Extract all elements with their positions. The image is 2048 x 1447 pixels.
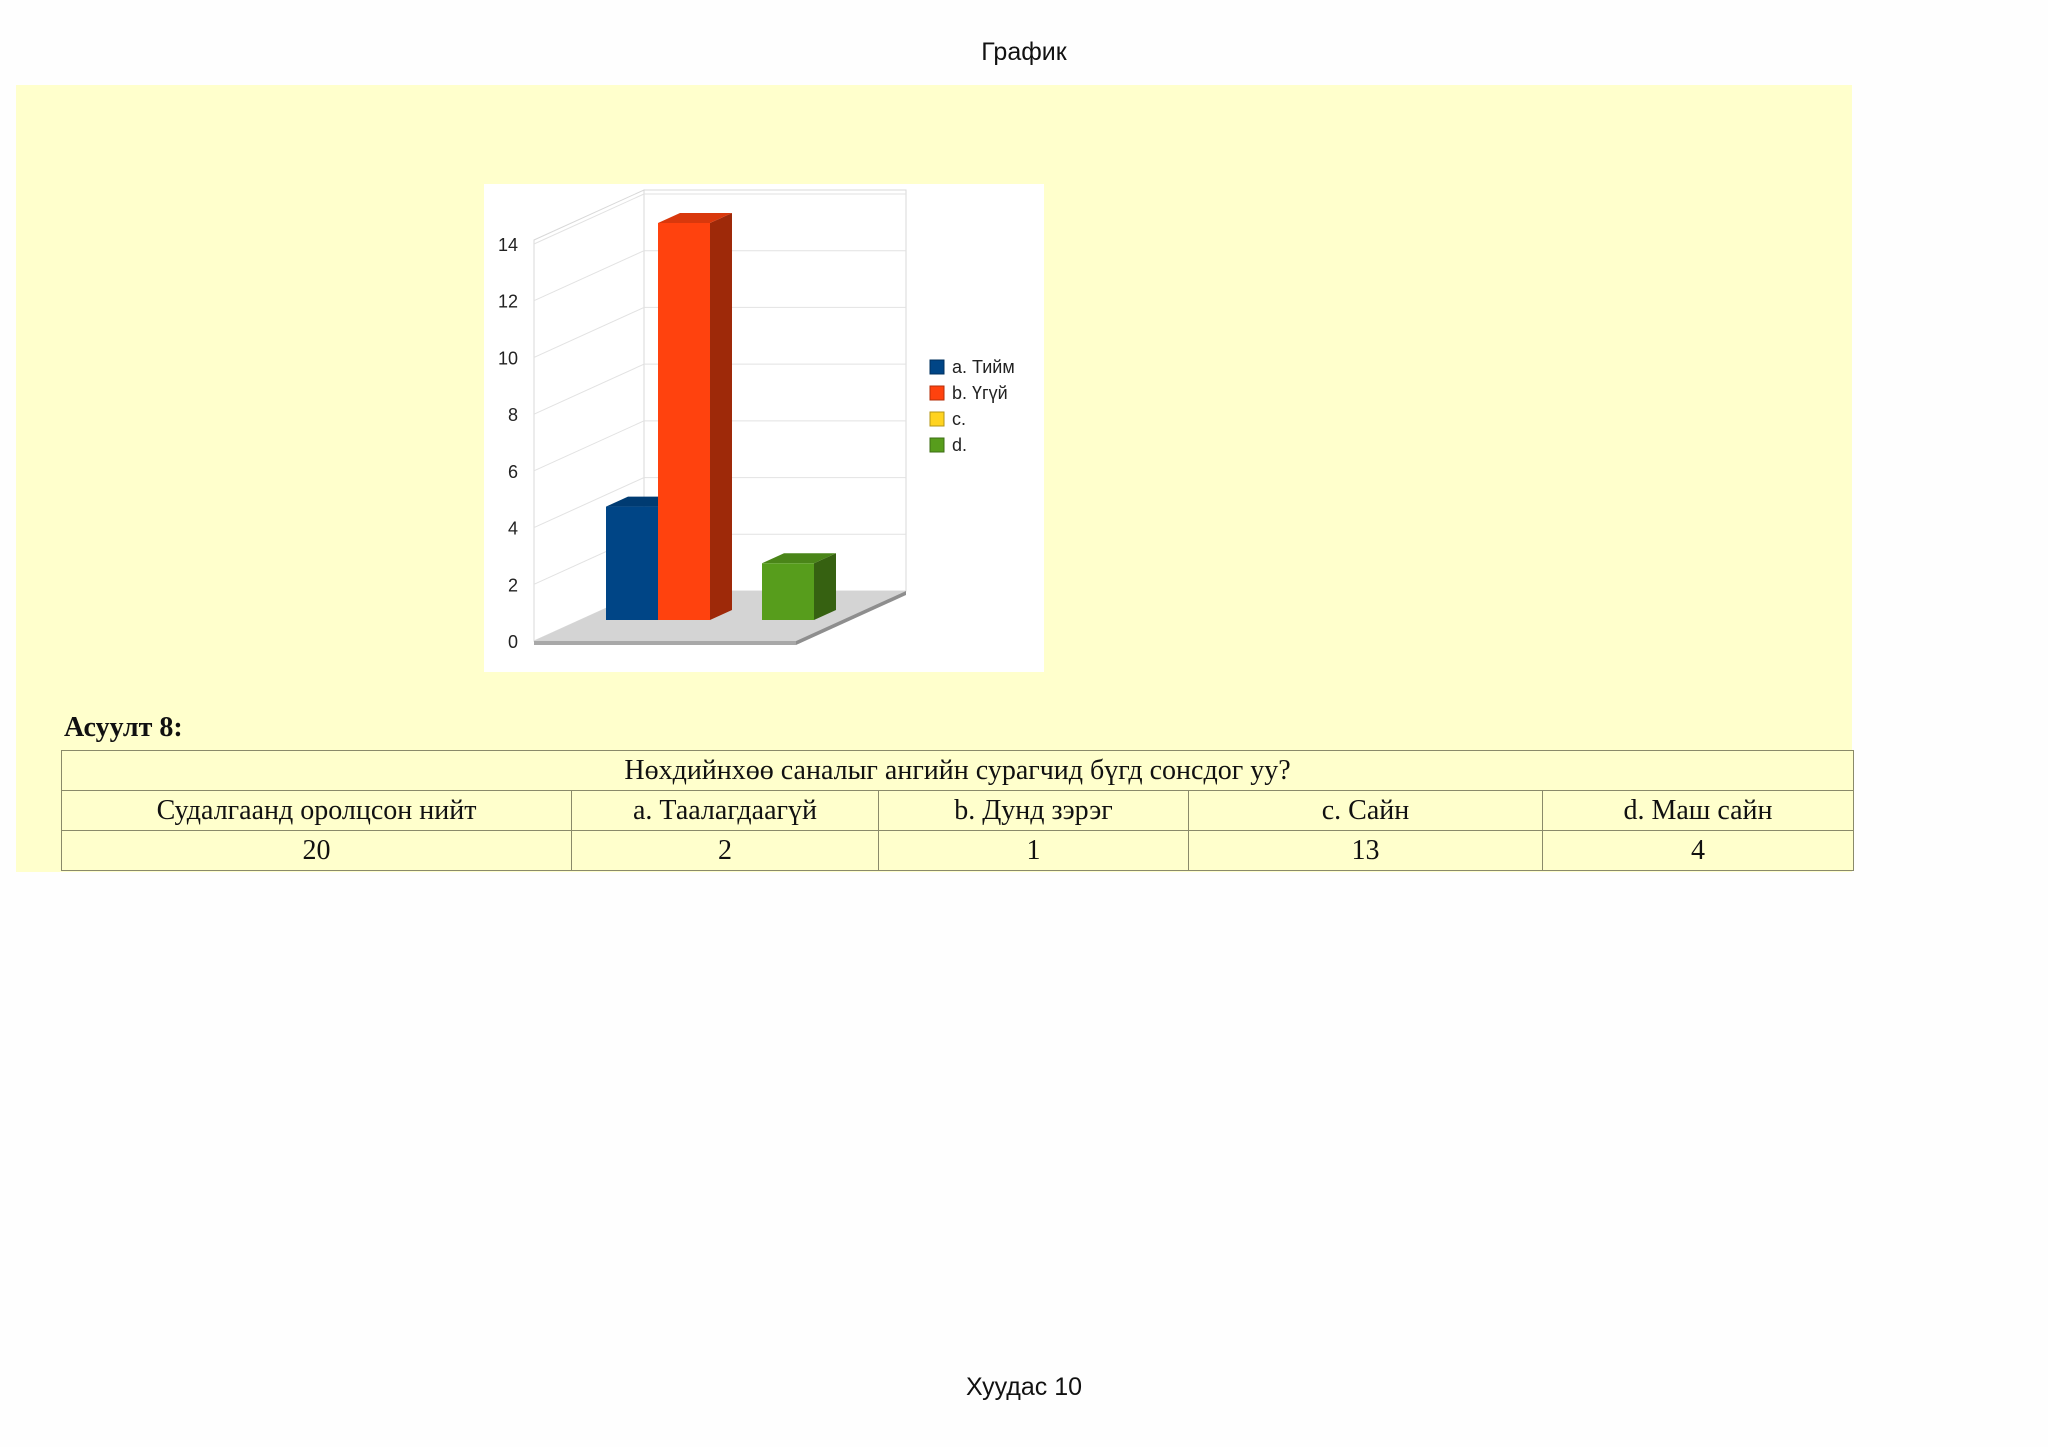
column-header: Судалгаанд оролцсон нийт (61, 790, 572, 831)
column-header: d. Маш сайн (1542, 790, 1854, 831)
gridline (533, 193, 645, 245)
bar-chart: 0 2 4 6 8 10 12 14 a. Тийм b. Үгүй c. d. (484, 184, 1044, 672)
bar-side (814, 553, 836, 620)
legend-swatch (929, 385, 945, 401)
y-tick-label: 14 (498, 235, 518, 255)
question-label: Асуулт 8: (64, 712, 183, 743)
legend-swatch (929, 437, 945, 453)
legend-swatch (929, 411, 945, 427)
column-header: b. Дунд зэрэг (878, 790, 1189, 831)
table-title: Нөхдийнхөө саналыг ангийн сурагчид бүгд … (61, 750, 1854, 791)
y-tick-label: 2 (508, 575, 518, 595)
legend-label: c. (952, 409, 966, 429)
chart-floor-edge (796, 591, 906, 645)
y-tick-label: 6 (508, 462, 518, 482)
chart-floor-edge (534, 641, 796, 645)
page-header: График (981, 38, 1067, 66)
y-tick-label: 0 (508, 632, 518, 652)
legend-label: b. Үгүй (952, 383, 1008, 403)
table-cell: 13 (1188, 830, 1543, 871)
bar (606, 506, 658, 620)
chart-canvas: 0 2 4 6 8 10 12 14 a. Тийм b. Үгүй c. d. (498, 189, 1015, 652)
y-tick-label: 4 (508, 519, 518, 539)
table-cell: 2 (571, 830, 879, 871)
table-cell: 20 (61, 830, 572, 871)
table-title-row: Нөхдийнхөө саналыг ангийн сурагчид бүгд … (61, 750, 1854, 791)
page-footer: Хуудас 10 (965, 1373, 1083, 1401)
column-header: a. Таалагдаагүй (571, 790, 879, 831)
legend-label: a. Тийм (952, 357, 1015, 377)
gridline (533, 250, 645, 302)
column-header: c. Сайн (1188, 790, 1543, 831)
y-tick-label: 8 (508, 405, 518, 425)
gridline (533, 477, 645, 529)
gridline (533, 363, 645, 415)
table-row: 20 2 1 13 4 (61, 830, 1854, 871)
survey-table: Нөхдийнхөө саналыг ангийн сурагчид бүгд … (61, 750, 1854, 871)
gridline (533, 420, 645, 472)
bar (762, 563, 814, 620)
bar-top (658, 213, 732, 223)
legend-swatch (929, 359, 945, 375)
table-header-row: Судалгаанд оролцсон нийт a. Таалагдаагүй… (61, 790, 1854, 831)
y-tick-label: 10 (498, 348, 518, 368)
gridline (533, 306, 645, 358)
bar (658, 223, 710, 620)
y-tick-label: 12 (498, 292, 518, 312)
bar-side (710, 213, 732, 620)
table-cell: 4 (1542, 830, 1854, 871)
bar-top (762, 553, 836, 564)
table-cell: 1 (878, 830, 1189, 871)
legend-label: d. (952, 435, 967, 455)
